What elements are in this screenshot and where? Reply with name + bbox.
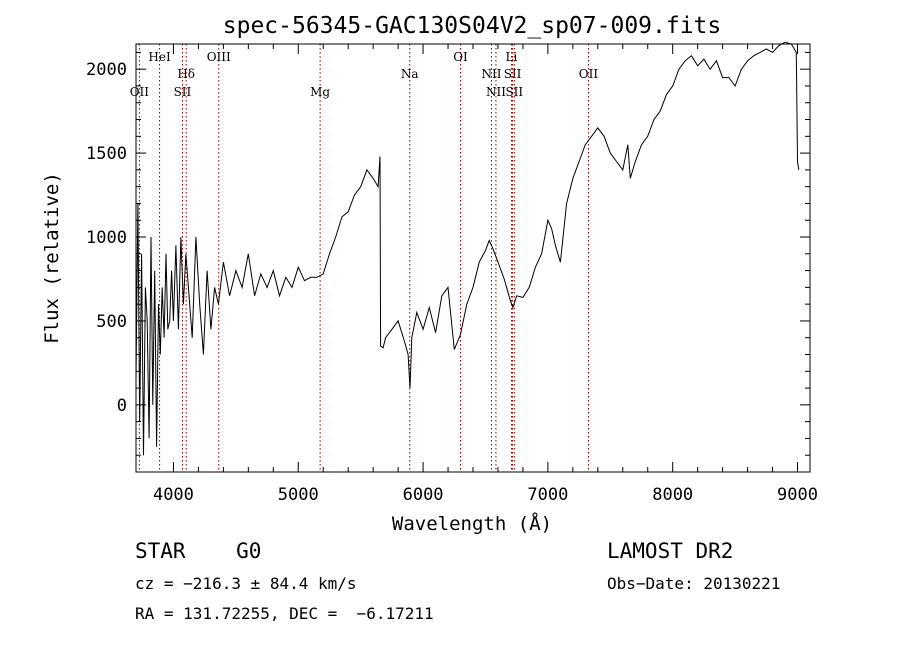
y-axis-label: Flux (relative)	[41, 172, 63, 344]
x-tick-label: 6000	[403, 485, 444, 505]
x-tick-label: 8000	[652, 485, 693, 505]
spectral-line-label: Mg	[310, 85, 330, 99]
spectral-line-label: NII	[486, 85, 506, 99]
y-tick-label: 2000	[86, 60, 127, 80]
x-tick-label: 4000	[153, 485, 194, 505]
x-tick-label: 5000	[278, 485, 319, 505]
redshift-velocity: cz = −216.3 ± 84.4 km/s	[135, 574, 357, 593]
spectral-line-label: OII	[130, 85, 150, 99]
survey-label: LAMOST DR2	[607, 539, 734, 563]
observation-date: Obs−Date: 20130221	[607, 574, 781, 593]
y-tick-label: 500	[96, 312, 127, 332]
spectral-line-label: Hδ	[177, 67, 195, 81]
emission-line-markers: OII HeI Hδ SII OIII Mg Na OI NII NII Li SII SII OII	[130, 44, 599, 472]
spectral-line-label: SII	[505, 85, 523, 99]
x-axis-ticks: 4000 5000 6000 7000 8000 9000	[153, 44, 818, 505]
spectral-line-label: Na	[401, 67, 419, 81]
spectrum-series-line	[135, 41, 800, 456]
spectral-line-label: OII	[579, 67, 599, 81]
x-tick-label: 9000	[777, 485, 818, 505]
spectral-line-label: SII	[174, 85, 192, 99]
sky-coordinates: RA = 131.72255, DEC = −6.17211	[135, 604, 434, 623]
y-tick-label: 0	[117, 396, 127, 416]
x-axis-label: Wavelength (Å)	[392, 512, 552, 535]
plot-frame	[135, 43, 811, 473]
object-class-label: STAR G0	[135, 539, 262, 563]
spectral-line-label: Li	[506, 50, 518, 64]
spectral-line-label: SII	[504, 67, 522, 81]
spectral-line-label: NII	[481, 67, 501, 81]
y-tick-label: 1000	[86, 228, 127, 248]
y-axis-ticks: 0 500 1000 1500 2000	[86, 51, 810, 456]
x-tick-label: 7000	[527, 485, 568, 505]
spectral-line-label: OI	[453, 50, 468, 64]
chart-title: spec-56345-GAC130S04V2_sp07-009.fits	[223, 13, 722, 39]
spectral-line-label: HeI	[148, 50, 171, 64]
spectral-line-label: OIII	[207, 50, 231, 64]
y-tick-label: 1500	[86, 144, 127, 164]
